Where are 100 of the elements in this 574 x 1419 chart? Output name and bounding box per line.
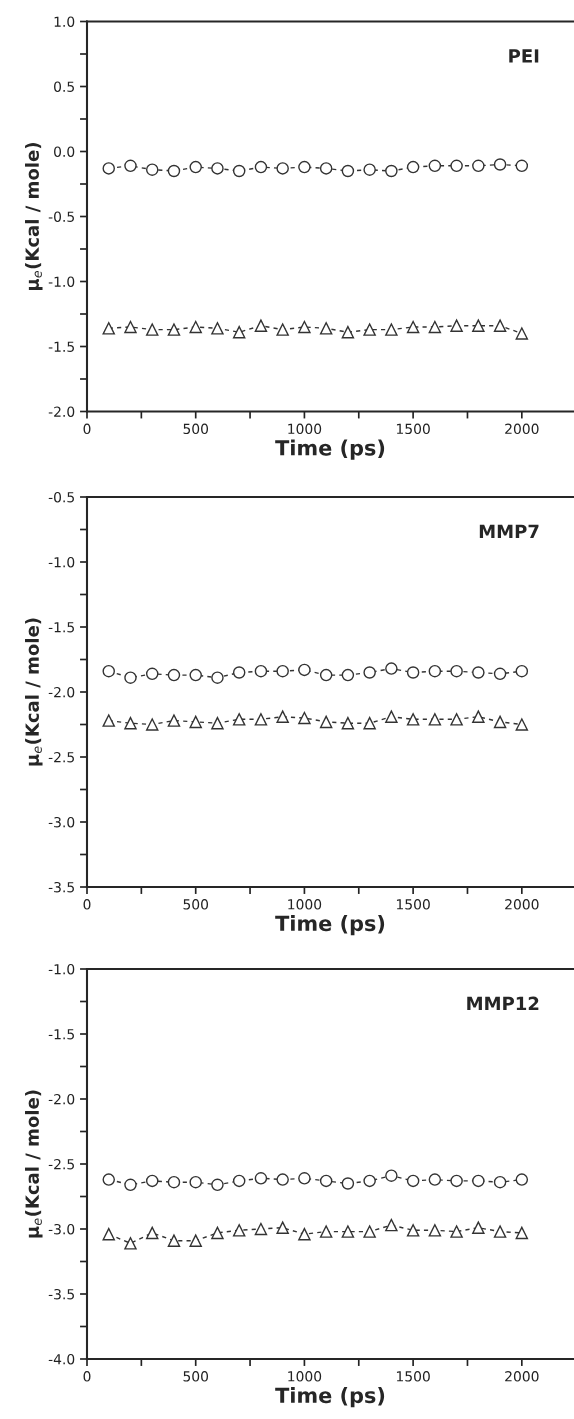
y-tick-label: 0.5 (54, 81, 74, 92)
y-tick-label: -2.0 (48, 406, 75, 417)
point (450, 159, 463, 173)
x-tick-label: 0 (83, 423, 91, 435)
point (254, 664, 268, 678)
y-tick-label: -4.0 (48, 1353, 75, 1365)
point (341, 325, 355, 339)
point (450, 1174, 463, 1188)
point (298, 320, 311, 334)
y-tick-label: -2.5 (48, 751, 74, 763)
point (298, 1227, 311, 1241)
point (428, 664, 442, 678)
y-tick-label: 0.0 (54, 146, 75, 157)
point (450, 713, 463, 726)
point (276, 1173, 289, 1186)
y-tick-label: -1.0 (48, 276, 75, 287)
point (319, 162, 333, 175)
point (254, 1172, 268, 1185)
point (189, 320, 202, 334)
point (472, 1174, 485, 1188)
point (385, 323, 398, 336)
point (450, 1225, 463, 1238)
point (472, 1221, 485, 1234)
point (124, 1178, 137, 1192)
point (145, 323, 159, 336)
point (385, 662, 398, 675)
point (276, 710, 289, 723)
point (276, 664, 289, 678)
point (319, 1174, 333, 1188)
point (298, 1172, 311, 1185)
point (211, 716, 224, 730)
point (102, 162, 115, 175)
point (167, 714, 181, 727)
point (515, 327, 529, 340)
point (145, 667, 159, 681)
point (124, 320, 137, 334)
point (472, 666, 485, 679)
y-tick-label: -3.5 (48, 1288, 74, 1300)
y-tick-label: -1.5 (48, 622, 74, 633)
point (102, 664, 115, 678)
point (406, 713, 420, 726)
y-tick-label: -1.0 (48, 963, 75, 975)
point (472, 710, 485, 723)
point (341, 1225, 355, 1238)
point (493, 319, 507, 332)
x-tick-label: 500 (183, 899, 209, 910)
y-tick-label: -1.5 (48, 341, 74, 352)
point (254, 160, 268, 174)
y-tick-label: -3.0 (48, 816, 75, 828)
x-tick-label: 1500 (396, 423, 430, 435)
point (319, 668, 333, 682)
x-tick-label: 500 (183, 423, 209, 435)
point (385, 710, 398, 723)
point (406, 666, 420, 679)
point (232, 713, 246, 726)
point (124, 671, 137, 684)
point (385, 1169, 398, 1182)
x-tick-label: 1500 (396, 899, 430, 910)
x-axis-title: Time (ps) (275, 439, 385, 460)
point (254, 713, 268, 726)
point (298, 663, 311, 677)
point (472, 159, 485, 173)
point (232, 1174, 246, 1188)
point (276, 323, 289, 336)
point (406, 320, 420, 334)
point (189, 715, 202, 729)
point (515, 159, 529, 173)
point (341, 164, 355, 178)
y-axis-title: μ$_{e}$(Kcal / mole) (25, 618, 43, 766)
point (515, 1226, 529, 1240)
point (102, 1227, 115, 1241)
y-tick-label: -1.5 (48, 1029, 74, 1040)
point (167, 164, 181, 178)
point (124, 716, 137, 730)
point (124, 1237, 137, 1250)
point (428, 1173, 442, 1186)
x-tick-label: 1000 (288, 423, 322, 435)
point (189, 1234, 202, 1247)
point (211, 322, 224, 335)
point (189, 1175, 202, 1189)
point (341, 1177, 355, 1190)
point (493, 1175, 507, 1189)
y-tick-label: -2.0 (48, 1093, 75, 1105)
text: PEI (509, 49, 539, 63)
point (211, 671, 224, 684)
point (145, 1174, 159, 1188)
y-tick-label: -2.5 (48, 1158, 74, 1170)
point (363, 1225, 376, 1238)
point (493, 715, 507, 729)
text: MMP7 (479, 524, 539, 539)
point (145, 1226, 159, 1240)
x-tick-label: 1000 (288, 899, 322, 910)
point (515, 664, 529, 678)
x-tick-label: 0 (83, 899, 91, 910)
point (254, 1222, 268, 1236)
point (472, 319, 485, 332)
point (363, 1174, 376, 1188)
y-tick-label: -3.0 (48, 1223, 75, 1235)
point (276, 162, 289, 175)
point (232, 666, 246, 679)
